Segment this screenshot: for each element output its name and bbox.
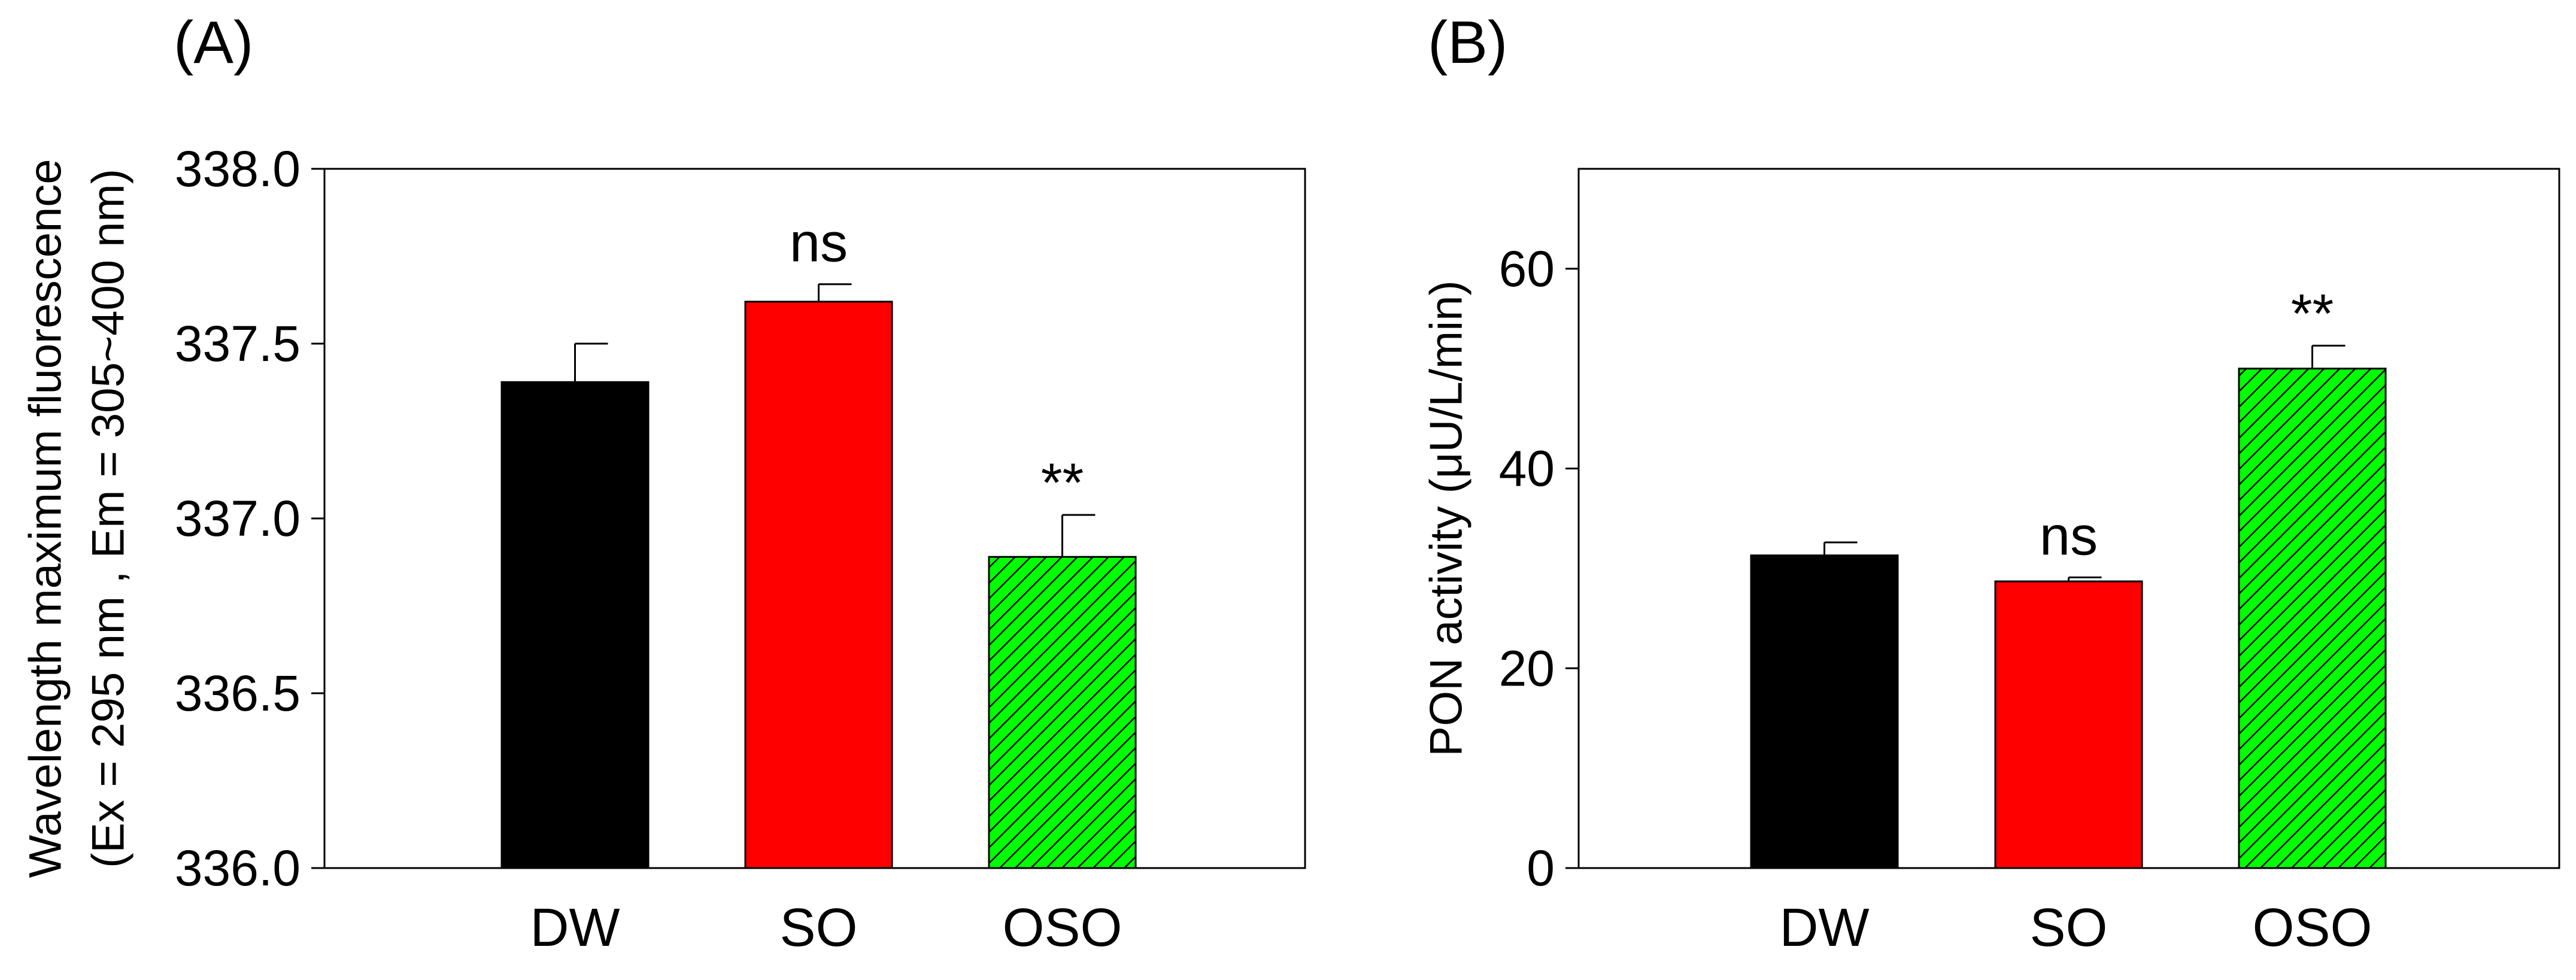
panel-a-y-axis-title: (Ex = 295 nm , Em = 305~400 nm) — [83, 169, 134, 868]
panel-b-bar-oso — [2238, 368, 2387, 869]
panel-a-y-axis-title: Wavelength maximum fluorescence — [20, 159, 71, 878]
panel-b-x-tick-label: SO — [2029, 898, 2107, 958]
panel-b-y-tick-label: 40 — [1499, 441, 1555, 497]
panel-a-y-tick-label: 337.5 — [175, 315, 301, 372]
panel-b-y-tick-label: 0 — [1527, 840, 1555, 896]
panel-a: (A) 336.0 336.5 337.0 337.5 338.0 Wavelength m… — [20, 9, 1306, 958]
panel-a-y-tick-label: 338.0 — [175, 141, 301, 197]
panel-b-x-tick-label: OSO — [2252, 898, 2372, 958]
panel-a-x-tick-label: SO — [779, 898, 857, 958]
panel-a-significance-label: ns — [790, 213, 848, 274]
panel-b-y-axis-title: PON activity (μU/L/min) — [1421, 280, 1472, 756]
panel-a-y-tick-label: 336.0 — [175, 840, 301, 896]
panel-a-x-tick-label: OSO — [1002, 898, 1122, 958]
panel-b-label: (B) — [1428, 9, 1507, 76]
panel-b-significance-label: ** — [2291, 283, 2334, 344]
panel-a-label: (A) — [174, 9, 253, 76]
panel-a-y-tick-label: 337.0 — [175, 490, 301, 547]
panel-b-y-tick-label: 20 — [1499, 640, 1555, 696]
panel-a-x-tick-label: DW — [530, 898, 620, 958]
panel-b-bar-so — [1994, 580, 2143, 869]
panel-b-significance-label: ns — [2040, 505, 2098, 566]
panel-a-bar-so — [744, 301, 893, 869]
panel-b-bar-dw — [1750, 554, 1899, 869]
panel-a-bar-dw — [500, 381, 650, 869]
panel-b-y-tick-label: 60 — [1499, 241, 1555, 297]
panel-b-x-tick-label: DW — [1780, 898, 1870, 958]
panel-a-y-tick-label: 336.5 — [175, 665, 301, 721]
panel-b: (B) 0 20 40 60 PON activity (μU/L/min) DW ns SO *… — [1421, 9, 2560, 958]
panel-a-significance-label: ** — [1041, 453, 1084, 514]
panel-a-bar-oso — [988, 556, 1137, 869]
